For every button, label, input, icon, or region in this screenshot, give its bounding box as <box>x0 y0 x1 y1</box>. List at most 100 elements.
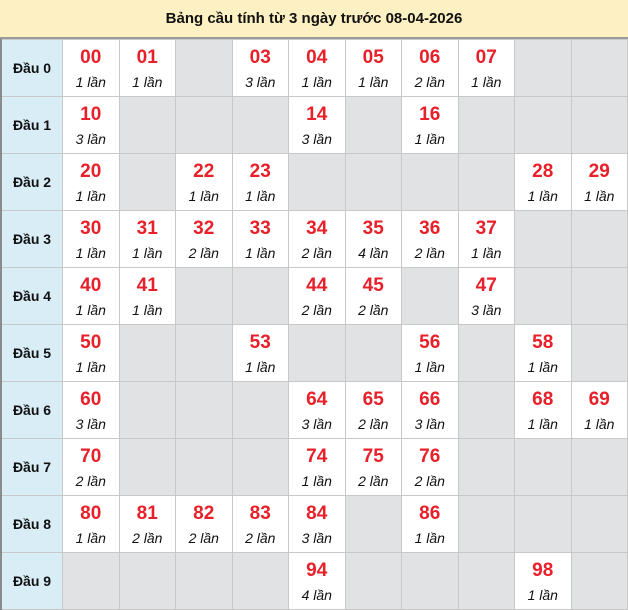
occurrence-count: 1 lần <box>132 245 163 261</box>
number-cell: 05 1 lần <box>344 39 402 97</box>
table-row: Đầu 0 00 1 lần 01 1 lần 03 3 lần 04 1 lần 05 1 lần… <box>0 39 628 97</box>
occurrence-count: 1 lần <box>527 587 558 603</box>
loto-number: 70 <box>80 446 102 467</box>
loto-number: 04 <box>306 47 328 68</box>
row-header: Đầu 1 <box>0 96 63 154</box>
row-header: Đầu 5 <box>0 324 63 382</box>
occurrence-count: 1 lần <box>132 302 163 318</box>
empty-cell <box>231 267 289 325</box>
occurrence-count: 2 lần <box>132 530 163 546</box>
empty-cell <box>457 153 515 211</box>
number-cell: 04 1 lần <box>288 39 346 97</box>
occurrence-count: 1 lần <box>132 74 163 90</box>
empty-cell <box>118 153 176 211</box>
number-cell: 28 1 lần <box>514 153 572 211</box>
number-cell: 29 1 lần <box>570 153 628 211</box>
occurrence-count: 1 lần <box>245 359 276 375</box>
loto-number: 80 <box>80 503 102 524</box>
occurrence-count: 2 lần <box>188 530 219 546</box>
occurrence-count: 1 lần <box>75 302 106 318</box>
number-cell: 44 2 lần <box>288 267 346 325</box>
empty-cell <box>514 96 572 154</box>
occurrence-count: 3 lần <box>301 131 332 147</box>
number-cell: 37 1 lần <box>457 210 515 268</box>
empty-cell <box>514 267 572 325</box>
loto-number: 22 <box>193 161 215 182</box>
number-cell: 32 2 lần <box>175 210 233 268</box>
occurrence-count: 2 lần <box>75 473 106 489</box>
row-header: Đầu 4 <box>0 267 63 325</box>
loto-number: 14 <box>306 104 328 125</box>
number-cell: 47 3 lần <box>457 267 515 325</box>
table-row: Đầu 5 50 1 lần 53 1 lần 56 1 lần 58 1 lần <box>0 324 628 382</box>
occurrence-count: 1 lần <box>584 416 615 432</box>
empty-cell <box>118 381 176 439</box>
loto-number: 53 <box>249 332 271 353</box>
number-cell: 53 1 lần <box>231 324 289 382</box>
empty-cell <box>570 552 628 610</box>
loto-number: 35 <box>362 218 384 239</box>
number-cell: 58 1 lần <box>514 324 572 382</box>
number-cell: 03 3 lần <box>231 39 289 97</box>
occurrence-count: 3 lần <box>414 416 445 432</box>
empty-cell <box>570 210 628 268</box>
loto-number: 69 <box>588 389 610 410</box>
empty-cell <box>457 96 515 154</box>
occurrence-count: 1 lần <box>414 131 445 147</box>
loto-number: 16 <box>419 104 441 125</box>
loto-number: 31 <box>136 218 158 239</box>
loto-number: 03 <box>249 47 271 68</box>
number-cell: 86 1 lần <box>401 495 459 553</box>
occurrence-count: 1 lần <box>245 188 276 204</box>
occurrence-count: 2 lần <box>358 416 389 432</box>
empty-cell <box>344 552 402 610</box>
empty-cell <box>118 96 176 154</box>
row-header: Đầu 6 <box>0 381 63 439</box>
number-cell: 74 1 lần <box>288 438 346 496</box>
loto-number: 50 <box>80 332 102 353</box>
occurrence-count: 1 lần <box>75 74 106 90</box>
loto-number: 34 <box>306 218 328 239</box>
empty-cell <box>401 267 459 325</box>
number-cell: 84 3 lần <box>288 495 346 553</box>
loto-number: 07 <box>475 47 497 68</box>
loto-number: 83 <box>249 503 271 524</box>
empty-cell <box>514 39 572 97</box>
table-row: Đầu 9 94 4 lần 98 1 lần <box>0 552 628 610</box>
empty-cell <box>344 153 402 211</box>
loto-number: 65 <box>362 389 384 410</box>
number-cell: 36 2 lần <box>401 210 459 268</box>
loto-number: 60 <box>80 389 102 410</box>
occurrence-count: 2 lần <box>414 74 445 90</box>
loto-number: 10 <box>80 104 102 125</box>
empty-cell <box>401 552 459 610</box>
occurrence-count: 3 lần <box>75 131 106 147</box>
occurrence-count: 2 lần <box>301 302 332 318</box>
occurrence-count: 1 lần <box>75 188 106 204</box>
number-cell: 70 2 lần <box>62 438 120 496</box>
number-cell: 66 3 lần <box>401 381 459 439</box>
empty-cell <box>514 438 572 496</box>
number-cell: 60 3 lần <box>62 381 120 439</box>
loto-number: 98 <box>532 560 554 581</box>
occurrence-count: 4 lần <box>358 245 389 261</box>
number-cell: 22 1 lần <box>175 153 233 211</box>
loto-number: 64 <box>306 389 328 410</box>
occurrence-count: 1 lần <box>245 245 276 261</box>
loto-number: 86 <box>419 503 441 524</box>
loto-number: 81 <box>136 503 158 524</box>
table-row: Đầu 8 80 1 lần 81 2 lần 82 2 lần 83 2 lần 84 3 lần… <box>0 495 628 553</box>
empty-cell <box>175 381 233 439</box>
empty-cell <box>118 552 176 610</box>
number-cell: 50 1 lần <box>62 324 120 382</box>
empty-cell <box>570 96 628 154</box>
occurrence-count: 2 lần <box>188 245 219 261</box>
empty-cell <box>457 495 515 553</box>
loto-number: 82 <box>193 503 215 524</box>
empty-cell <box>288 324 346 382</box>
table-row: Đầu 6 60 3 lần 64 3 lần 65 2 lần 66 3 lần 68 1 lần… <box>0 381 628 439</box>
occurrence-count: 1 lần <box>301 74 332 90</box>
number-cell: 06 2 lần <box>401 39 459 97</box>
number-cell: 14 3 lần <box>288 96 346 154</box>
loto-number: 41 <box>136 275 158 296</box>
